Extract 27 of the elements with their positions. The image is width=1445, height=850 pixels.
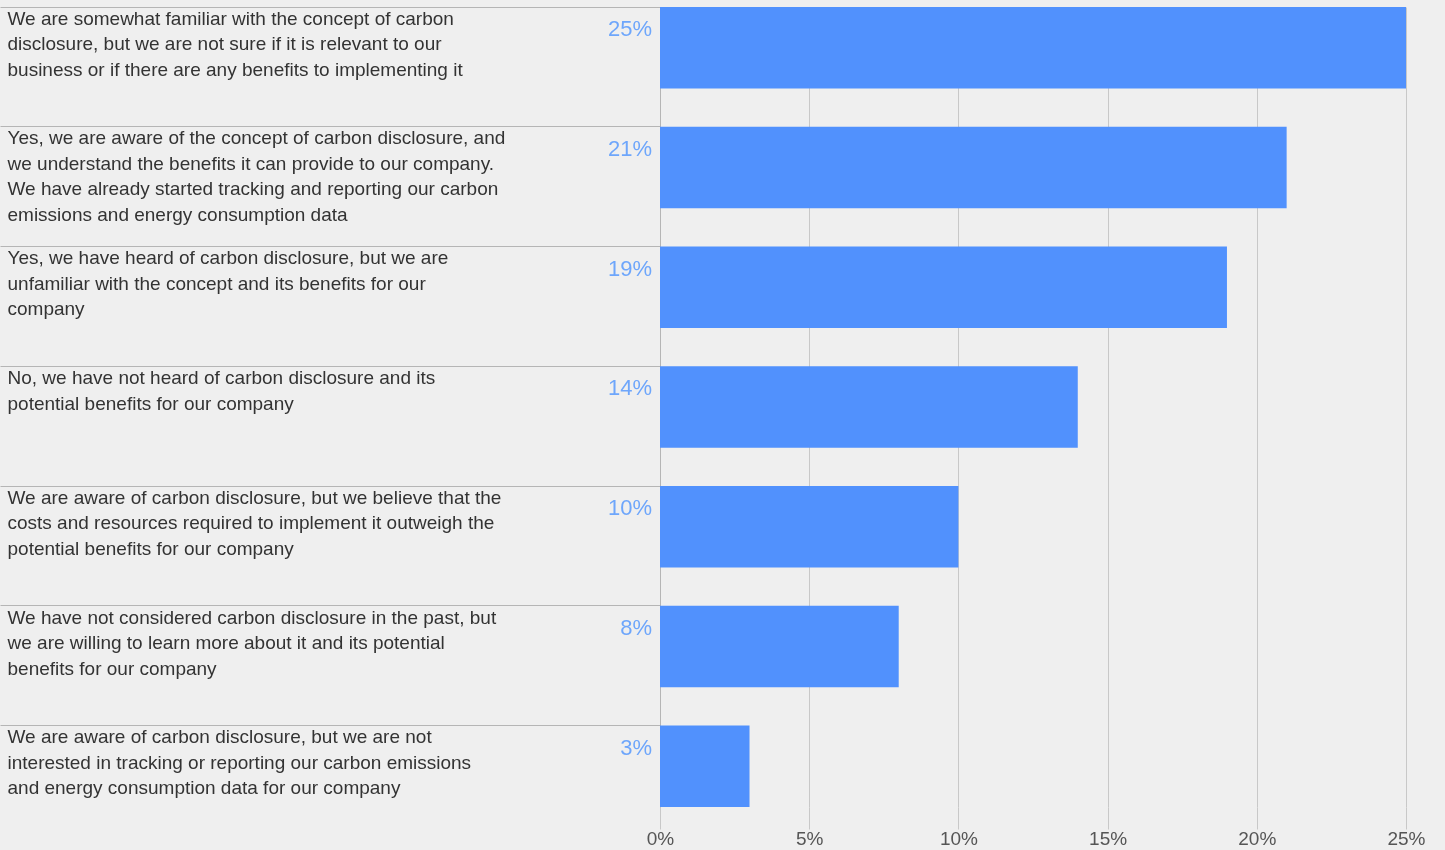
data-label: 10% [607, 495, 652, 521]
y-tick-label: We are aware of carbon disclosure, but we believe that the costs and resources required to implement it outweigh the potential benefits for our company [7, 486, 502, 559]
bar [660, 366, 1078, 448]
bar [660, 725, 750, 807]
y-tick-label: No, we have not heard of carbon disclosure and its potential benefits for our company [7, 367, 436, 414]
data-label: 3% [620, 734, 652, 760]
y-tick-label: We are aware of carbon disclosure, but we are not interested in tracking or reporting our carbon emissions and energy consumption data for our company [7, 726, 472, 799]
bar [660, 246, 1227, 328]
data-label: 8% [620, 614, 652, 640]
x-tick-label: 5% [795, 827, 824, 849]
bar [660, 486, 959, 568]
bar [660, 605, 899, 688]
y-tick-label: We have not considered carbon disclosure in the past, but we are willing to learn more about it and its potential benefits for our company [6, 606, 497, 679]
data-label: 14% [607, 375, 652, 401]
x-tick-label: 0% [646, 827, 675, 849]
y-tick-label: Yes, we have heard of carbon disclosure, but we are unfamiliar with the concept and its benefits for our company [7, 247, 449, 320]
y-tick-label: We are somewhat familiar with the concept of carbon disclosure, but we are not sure if it is relevant to our business or if there are any benefits to implementing it [7, 7, 464, 80]
x-tick-label: 25% [1387, 827, 1426, 849]
data-label: 21% [607, 135, 652, 161]
data-label: 25% [607, 16, 652, 41]
bar [660, 126, 1287, 209]
x-tick-label: 15% [1089, 827, 1128, 849]
x-tick-label: 10% [939, 827, 979, 849]
bar [660, 7, 1406, 89]
data-label: 19% [607, 255, 652, 281]
y-tick-label: Yes, we are aware of the concept of carbon disclosure, and we understand the benefits it can provide to our company. We have already started tracking and reporting our carbon emissions and energy consumption data [6, 127, 506, 225]
x-tick-label: 20% [1238, 827, 1277, 849]
